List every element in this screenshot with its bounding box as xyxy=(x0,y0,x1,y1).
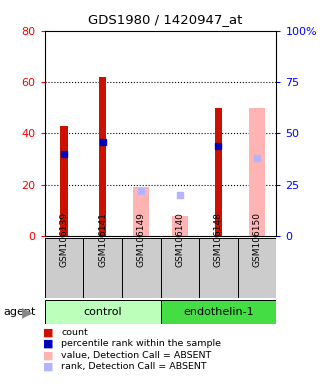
Bar xyxy=(133,187,149,236)
Bar xyxy=(172,216,188,236)
Text: value, Detection Call = ABSENT: value, Detection Call = ABSENT xyxy=(61,351,212,360)
Text: GSM106139: GSM106139 xyxy=(60,212,69,266)
Text: count: count xyxy=(61,328,88,337)
Text: control: control xyxy=(83,307,122,317)
Bar xyxy=(83,238,122,298)
Text: GSM106148: GSM106148 xyxy=(214,212,223,266)
Bar xyxy=(161,300,276,324)
Bar xyxy=(60,126,68,236)
Text: agent: agent xyxy=(3,307,36,317)
Text: rank, Detection Call = ABSENT: rank, Detection Call = ABSENT xyxy=(61,362,207,371)
Bar xyxy=(161,238,199,298)
Text: percentile rank within the sample: percentile rank within the sample xyxy=(61,339,221,348)
Text: GDS1980 / 1420947_at: GDS1980 / 1420947_at xyxy=(88,13,243,26)
Bar xyxy=(249,108,265,236)
Text: ■: ■ xyxy=(43,362,54,372)
Bar xyxy=(199,238,238,298)
Text: ■: ■ xyxy=(43,339,54,349)
Bar xyxy=(45,238,83,298)
Text: ■: ■ xyxy=(43,327,54,337)
Bar xyxy=(215,108,222,236)
Text: GSM106150: GSM106150 xyxy=(253,212,261,266)
Text: GSM106149: GSM106149 xyxy=(137,212,146,266)
Text: endothelin-1: endothelin-1 xyxy=(183,307,254,317)
Text: GSM106140: GSM106140 xyxy=(175,212,184,266)
Bar xyxy=(238,238,276,298)
Bar xyxy=(122,238,161,298)
Text: GSM106141: GSM106141 xyxy=(98,212,107,266)
Text: ■: ■ xyxy=(43,350,54,360)
Text: ▶: ▶ xyxy=(22,305,32,319)
Bar xyxy=(99,77,106,236)
Bar xyxy=(45,300,161,324)
